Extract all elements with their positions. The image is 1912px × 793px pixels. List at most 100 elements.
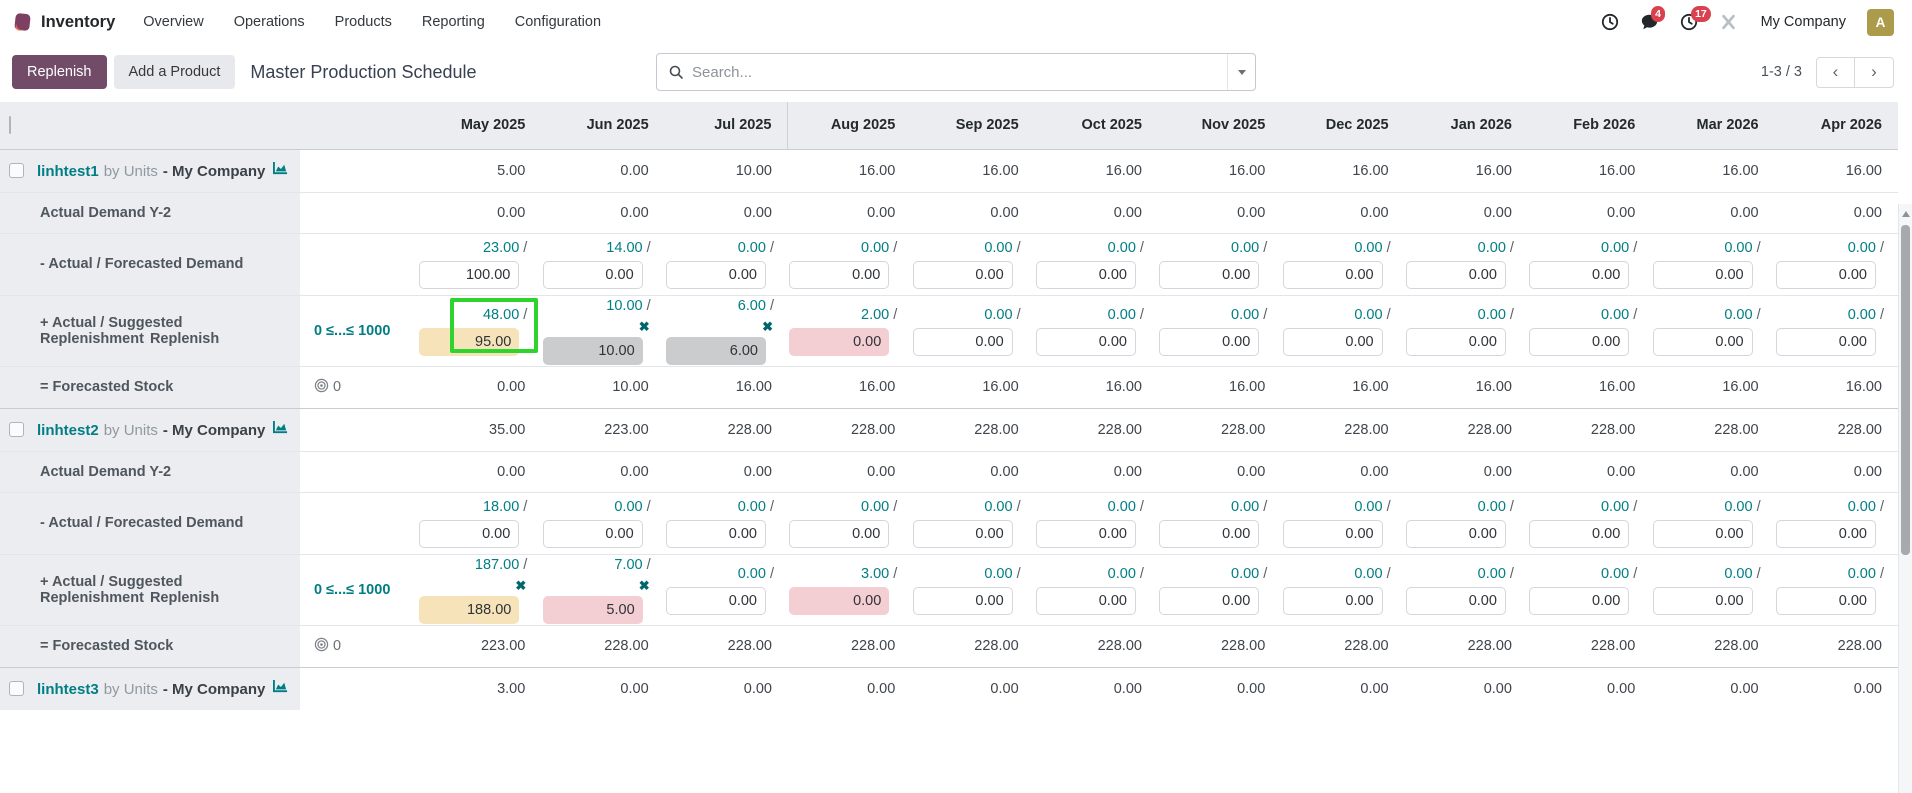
remove-quantity-icon[interactable]: ✖ <box>638 578 650 594</box>
forecasted-demand-input-apr-2026[interactable] <box>1776 520 1876 548</box>
forecasted-demand-input-oct-2025[interactable] <box>1035 261 1136 289</box>
search-input[interactable] <box>684 62 1227 82</box>
row-label-cell: + Actual / Suggested Replenishment Replen… <box>0 554 300 625</box>
menu-products[interactable]: Products <box>334 14 392 30</box>
product-link-linhtest3[interactable]: linhtest3 <box>37 680 99 698</box>
menu-operations[interactable]: Operations <box>233 14 305 30</box>
row-checkbox[interactable] <box>9 422 24 437</box>
search-bar[interactable] <box>656 53 1256 91</box>
forecasted-demand-input-jan-2026[interactable] <box>1405 261 1506 289</box>
replenishment-input-jan-2026[interactable] <box>1405 586 1506 615</box>
forecasted-demand-input-feb-2026[interactable] <box>1529 520 1630 548</box>
activities-clock-icon[interactable]: 17 <box>1680 6 1712 31</box>
forecasted-demand-input-jan-2026[interactable] <box>1405 520 1506 548</box>
row-checkbox[interactable] <box>9 163 24 178</box>
replenishment-input-apr-2026[interactable] <box>1776 327 1876 356</box>
product-link-linhtest2[interactable]: linhtest2 <box>37 421 99 439</box>
forecasted-demand-input-jun-2025[interactable] <box>542 520 643 548</box>
actual-replenishment-value: 0.00 <box>1600 565 1630 582</box>
replenishment-input-aug-2025[interactable] <box>789 327 890 356</box>
replenishment-input-mar-2026[interactable] <box>1652 327 1753 356</box>
replenishment-input-may-2025[interactable] <box>419 595 520 624</box>
replenishment-input-sep-2025[interactable] <box>912 327 1013 356</box>
forecasted-demand-input-sep-2025[interactable] <box>912 520 1013 548</box>
forecasted-demand-input-feb-2026[interactable] <box>1529 261 1630 289</box>
replenishment-input-dec-2025[interactable] <box>1282 327 1383 356</box>
vertical-scrollbar[interactable] <box>1898 204 1912 793</box>
replenishment-input-jul-2025[interactable] <box>665 336 766 365</box>
remove-quantity-icon[interactable]: ✖ <box>638 319 650 335</box>
pager-previous-button[interactable]: ‹ <box>1816 56 1855 88</box>
demand-y2-value-aug-2025: 0.00 <box>867 463 896 480</box>
forecasted-demand-cell-oct-2025: 0.00 / <box>1035 233 1158 295</box>
actual-demand-value: 18.00 <box>482 499 520 515</box>
forecasted-demand-input-dec-2025[interactable] <box>1282 520 1383 548</box>
timer-clock-icon[interactable] <box>1601 13 1619 31</box>
replenish-button[interactable]: Replenish <box>12 55 107 89</box>
search-dropdown-toggle[interactable] <box>1227 54 1255 90</box>
area-chart-icon[interactable] <box>272 420 289 435</box>
replenishment-input-feb-2026[interactable] <box>1529 586 1630 615</box>
forecasted-demand-input-may-2025[interactable] <box>419 520 520 548</box>
replenishment-input-oct-2025[interactable] <box>1035 586 1136 615</box>
product-link-linhtest1[interactable]: linhtest1 <box>37 162 99 180</box>
forecasted-demand-input-dec-2025[interactable] <box>1282 261 1383 289</box>
forecasted-demand-input-jul-2025[interactable] <box>665 261 766 289</box>
menu-reporting[interactable]: Reporting <box>421 14 485 30</box>
forecasted-demand-input-apr-2026[interactable] <box>1776 261 1876 289</box>
replenishment-input-sep-2025[interactable] <box>912 586 1013 615</box>
replenishment-input-mar-2026[interactable] <box>1652 586 1753 615</box>
messages-icon[interactable]: 4 <box>1640 6 1666 31</box>
replenish-range-link[interactable]: 0 ≤...≤ 1000 <box>314 322 391 339</box>
safety-stock-target-link[interactable]: 0 <box>314 637 341 656</box>
replenishment-input-nov-2025[interactable] <box>1159 586 1260 615</box>
replenishment-input-oct-2025[interactable] <box>1035 327 1136 356</box>
forecasted-demand-input-aug-2025[interactable] <box>789 261 890 289</box>
add-product-button[interactable]: Add a Product <box>113 55 236 89</box>
forecasted-demand-input-sep-2025[interactable] <box>912 261 1013 289</box>
remove-quantity-icon[interactable]: ✖ <box>515 578 527 594</box>
select-all-checkbox[interactable] <box>9 116 11 135</box>
row-checkbox[interactable] <box>9 681 24 697</box>
forecasted-demand-input-mar-2026[interactable] <box>1652 520 1753 548</box>
replenishment-input-dec-2025[interactable] <box>1282 586 1383 615</box>
replenishment-input-jun-2025[interactable] <box>542 595 643 624</box>
safety-stock-target-link[interactable]: 0 <box>314 378 341 397</box>
menu-overview[interactable]: Overview <box>143 14 204 30</box>
forecasted-demand-input-nov-2025[interactable] <box>1159 520 1260 548</box>
inventory-app-icon[interactable] <box>12 11 33 33</box>
forecasted-demand-input-may-2025[interactable] <box>419 261 520 289</box>
replenishment-input-nov-2025[interactable] <box>1159 327 1260 356</box>
starting-inventory-value-jan-2026: 228.00 <box>1467 421 1512 438</box>
replenishment-input-aug-2025[interactable] <box>789 586 890 615</box>
forecasted-stock-value-sep-2025: 16.00 <box>982 379 1019 395</box>
menu-configuration[interactable]: Configuration <box>514 14 602 30</box>
scroll-up-arrow-icon[interactable] <box>1902 211 1910 217</box>
area-chart-icon[interactable] <box>272 679 289 694</box>
replenishment-input-jan-2026[interactable] <box>1405 327 1506 356</box>
starting-inventory-value-aug-2025: 228.00 <box>850 421 896 438</box>
scrollbar-thumb[interactable] <box>1901 225 1910 555</box>
replenishment-input-may-2025[interactable] <box>419 327 520 356</box>
replenishment-input-jul-2025[interactable] <box>665 586 766 615</box>
forecasted-demand-input-jun-2025[interactable] <box>542 261 643 289</box>
company-switcher[interactable]: My Company <box>1760 14 1846 30</box>
forecasted-demand-input-oct-2025[interactable] <box>1035 520 1136 548</box>
pager-next-button[interactable]: › <box>1855 56 1894 88</box>
forecasted-demand-input-aug-2025[interactable] <box>789 520 890 548</box>
forecasted-demand-input-mar-2026[interactable] <box>1652 261 1753 289</box>
remove-quantity-icon[interactable]: ✖ <box>762 319 773 335</box>
row-replenish-button[interactable]: Replenish <box>149 330 220 347</box>
forecasted-demand-input-nov-2025[interactable] <box>1159 261 1260 289</box>
tools-icon[interactable] <box>1719 13 1738 31</box>
actual-demand-value: 0.00 <box>737 499 766 515</box>
app-name[interactable]: Inventory <box>41 12 116 31</box>
replenishment-input-jun-2025[interactable] <box>542 336 643 365</box>
user-avatar[interactable]: A <box>1867 8 1894 36</box>
replenishment-input-feb-2026[interactable] <box>1529 327 1630 356</box>
area-chart-icon[interactable] <box>272 161 289 176</box>
replenishment-input-apr-2026[interactable] <box>1776 586 1876 615</box>
replenish-range-link[interactable]: 0 ≤...≤ 1000 <box>314 581 391 598</box>
row-replenish-button[interactable]: Replenish <box>149 589 220 606</box>
forecasted-demand-input-jul-2025[interactable] <box>665 520 766 548</box>
